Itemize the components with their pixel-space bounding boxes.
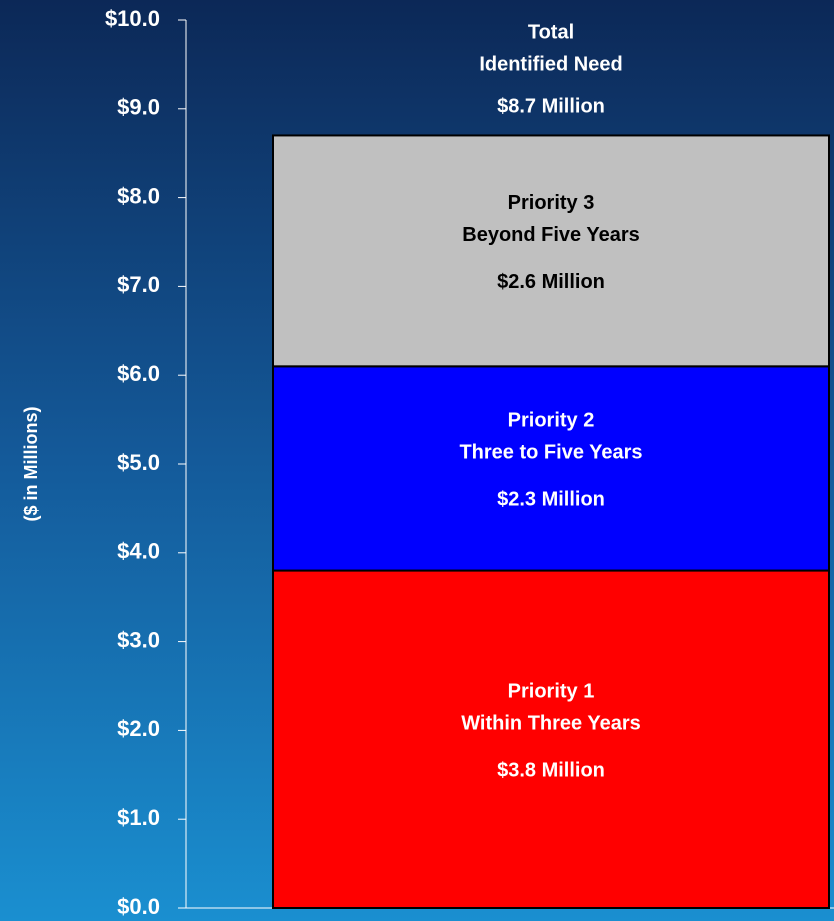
y-tick-label: $3.0 xyxy=(117,627,160,652)
y-tick-label: $1.0 xyxy=(117,805,160,830)
total-title: Identified Need xyxy=(479,54,622,76)
y-tick-label: $2.0 xyxy=(117,716,160,741)
total-value-label: $8.7 Million xyxy=(497,96,605,118)
bar-segment xyxy=(272,134,830,368)
y-axis-label: ($ in Millions) xyxy=(21,406,41,521)
bar-segment xyxy=(272,569,830,909)
segment-value-label: $3.8 Million xyxy=(497,760,605,782)
y-tick-label: $4.0 xyxy=(117,539,160,564)
segment-name: Priority 1 xyxy=(508,681,595,703)
y-tick-label: $0.0 xyxy=(117,894,160,919)
y-tick-label: $9.0 xyxy=(117,95,160,120)
segment-description: Beyond Five Years xyxy=(462,224,640,246)
y-tick-label: $5.0 xyxy=(117,450,160,475)
segment-value-label: $2.3 Million xyxy=(497,489,605,511)
total-title: Total xyxy=(528,22,574,44)
bar-segment xyxy=(272,365,830,572)
y-tick-label: $8.0 xyxy=(117,183,160,208)
segment-description: Within Three Years xyxy=(461,713,641,735)
y-tick-label: $7.0 xyxy=(117,272,160,297)
segment-description: Three to Five Years xyxy=(459,442,642,464)
y-tick-label: $6.0 xyxy=(117,361,160,386)
segment-name: Priority 3 xyxy=(508,192,595,214)
segment-name: Priority 2 xyxy=(508,410,595,432)
y-tick-label: $10.0 xyxy=(105,6,160,31)
segment-value-label: $2.6 Million xyxy=(497,271,605,293)
